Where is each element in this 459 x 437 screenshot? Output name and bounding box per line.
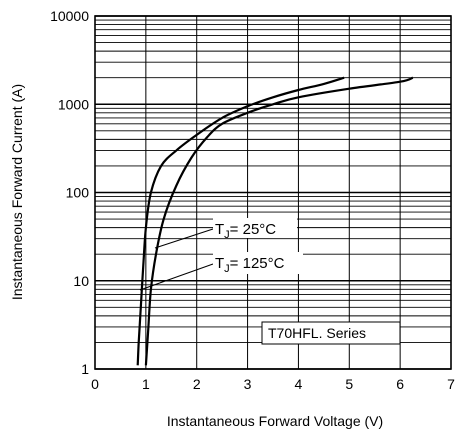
y-tick-label: 100 — [66, 185, 90, 201]
curve-tj-125c — [144, 76, 414, 366]
x-tick-label: 3 — [244, 376, 252, 392]
x-tick-label: 4 — [295, 376, 303, 392]
x-tick-label: 7 — [447, 376, 455, 392]
y-tick-label: 10000 — [50, 8, 89, 24]
curves — [136, 76, 414, 366]
x-tick-label: 2 — [193, 376, 201, 392]
tj125-leader — [139, 263, 214, 291]
tj125-label: TJ= 125°C — [215, 255, 285, 275]
series-label-box — [261, 321, 401, 345]
series-label: T70HFL. Series — [268, 325, 366, 341]
y-axis-label: Instantaneous Forward Current (A) — [9, 84, 25, 300]
y-tick-label: 1000 — [58, 96, 89, 112]
x-axis-label: Instantaneous Forward Voltage (V) — [167, 413, 383, 429]
curve-tj-25c — [136, 76, 345, 366]
plot-frame — [94, 15, 452, 370]
tj25-label-bg — [213, 218, 297, 238]
x-tick-label: 1 — [142, 376, 150, 392]
y-tick-label: 1 — [81, 361, 89, 377]
x-tick-label: 6 — [396, 376, 404, 392]
tj125-label-bg — [213, 252, 303, 274]
x-tick-label: 5 — [345, 376, 353, 392]
tj25-label: TJ= 25°C — [215, 221, 276, 241]
grid — [94, 15, 452, 370]
tj25-leader — [154, 228, 214, 249]
x-tick-label: 0 — [91, 376, 99, 392]
y-tick-label: 10 — [73, 273, 89, 289]
